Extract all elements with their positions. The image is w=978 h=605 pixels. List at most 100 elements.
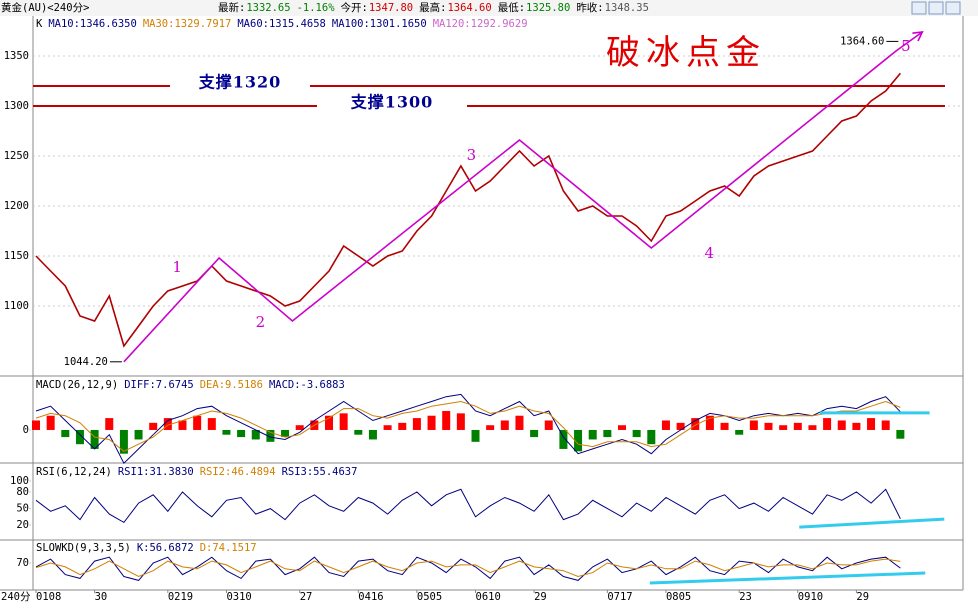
button[interactable]	[928, 1, 944, 15]
macd-bar	[75, 429, 84, 445]
legend-entry: MA100:1301.1650	[332, 18, 427, 30]
macd-bar	[647, 429, 656, 445]
button[interactable]	[945, 1, 961, 15]
quote-item: -1.16%	[297, 2, 336, 14]
macd-bar	[867, 418, 876, 430]
series-line	[35, 556, 901, 581]
macd-bar	[881, 420, 890, 430]
legend-entry: K	[36, 18, 43, 30]
macd-bar	[339, 413, 348, 430]
macd-bar	[705, 415, 714, 430]
macd-bar	[32, 420, 40, 430]
macd-bar	[749, 420, 758, 430]
support-label: 支撑1320	[198, 73, 282, 92]
series-line	[35, 72, 902, 348]
macd-bar	[603, 429, 612, 438]
annotation-title: 破冰点金	[606, 33, 766, 73]
macd-bar	[427, 415, 436, 430]
legend-entry: MA120:1292.9629	[433, 18, 528, 30]
x-tick-label: 30	[95, 591, 108, 603]
x-tick-label: 27	[300, 591, 313, 603]
header-title: 黄金(AU)<240分>	[1, 1, 89, 14]
wave-label: 1	[172, 258, 182, 276]
legend-entry: MA60:1315.4658	[237, 18, 326, 30]
macd-bar	[486, 425, 495, 430]
macd-bar	[251, 429, 260, 440]
x-tick-label: 0310	[226, 591, 251, 603]
macd-bar	[530, 429, 539, 438]
wave-label: 5	[901, 37, 911, 55]
period-label: 240分	[1, 591, 31, 603]
macd-bar	[735, 429, 744, 435]
y-tick-label: 1350	[4, 50, 29, 62]
macd-bar	[515, 415, 524, 430]
macd-bar	[691, 418, 700, 430]
quote-item: 1325.80	[526, 2, 570, 14]
legend-entry: MA30:1329.7917	[143, 18, 232, 30]
macd-bar	[471, 429, 480, 442]
series-line	[35, 393, 901, 465]
series-line	[35, 488, 901, 524]
macd-bar	[632, 429, 641, 438]
y-tick-label: 20	[16, 519, 29, 531]
macd-bar	[295, 425, 304, 430]
series-line	[35, 400, 901, 452]
x-tick-label: 0910	[798, 591, 823, 603]
quote-item: 今开:	[341, 1, 368, 14]
legend-entry: RSI3:55.4637	[282, 466, 358, 478]
quote-item: 最新:	[218, 1, 245, 14]
macd-bar	[588, 429, 597, 440]
wave-line	[123, 31, 923, 363]
x-tick-label: 0505	[417, 591, 442, 603]
macd-bar	[325, 415, 333, 430]
macd-bar	[178, 420, 187, 430]
macd-bar	[852, 422, 861, 430]
macd-bar	[61, 429, 70, 438]
macd-bar	[222, 429, 231, 435]
legend-entry: DIFF:7.6745	[124, 379, 194, 391]
macd-bar	[266, 429, 275, 442]
trend-line	[649, 571, 926, 585]
support-label-bg	[170, 74, 310, 92]
quote-item: 1332.65	[246, 2, 290, 14]
macd-bar	[90, 429, 99, 449]
y-tick-label: 0	[23, 424, 29, 436]
y-tick-label: 70	[16, 557, 29, 569]
macd-bar	[383, 425, 392, 430]
macd-bar	[896, 429, 905, 439]
macd-bar	[442, 410, 451, 430]
button[interactable]	[911, 1, 927, 15]
legend-entry: RSI2:46.4894	[200, 466, 276, 478]
y-tick-label: 1300	[4, 100, 29, 112]
macd-bar	[559, 429, 568, 449]
macd-bar	[837, 420, 846, 430]
macd-bar	[193, 415, 202, 430]
y-tick-label: 1150	[4, 250, 29, 262]
macd-bar	[163, 418, 172, 430]
quote-item: 最高:	[419, 1, 446, 14]
macd-bar	[368, 429, 377, 440]
y-tick-label: 50	[16, 503, 29, 515]
x-tick-label: 29	[856, 591, 869, 603]
macd-bar	[281, 429, 290, 438]
macd-bar	[574, 429, 583, 452]
support-label-bg	[317, 94, 467, 112]
trend-line	[799, 517, 945, 529]
legend-entry: DEA:9.5186	[200, 379, 263, 391]
macd-bar	[544, 420, 553, 430]
quote-item: 最低:	[498, 1, 525, 14]
x-tick-label: 0805	[666, 591, 691, 603]
legend-entry: K:56.6872	[137, 542, 194, 554]
macd-bar	[779, 425, 788, 430]
legend-entry: MACD:-3.6883	[269, 379, 345, 391]
wave-label: 3	[467, 146, 477, 164]
legend-entry: MA10:1346.6350	[48, 18, 137, 30]
y-tick-label: 80	[16, 486, 29, 498]
macd-bar	[793, 422, 802, 430]
x-tick-label: 29	[534, 591, 547, 603]
macd-bar	[500, 420, 509, 430]
x-tick-label: 0219	[168, 591, 193, 603]
macd-bar	[764, 422, 773, 430]
